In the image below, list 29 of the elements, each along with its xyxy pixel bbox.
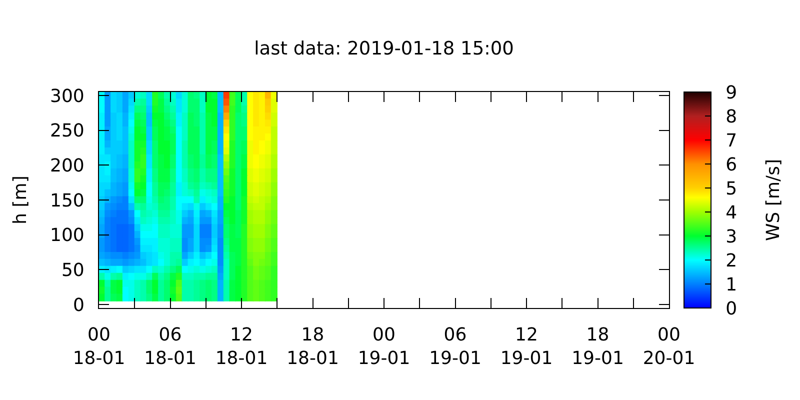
y-axis-title: h [m] — [10, 176, 32, 224]
y-tick-label: 150 — [50, 190, 84, 212]
x-tick-label: 00 18-01 — [72, 324, 126, 369]
x-tick-label: 12 18-01 — [215, 324, 268, 369]
chart-title: last data: 2019-01-18 15:00 — [254, 38, 514, 60]
y-tick-label: 300 — [50, 86, 84, 107]
color-bar-label: 0 — [726, 298, 738, 320]
color-bar-title: WS [m/s] — [763, 159, 784, 241]
x-tick-label: 00 20-01 — [642, 324, 696, 369]
color-bar-label: 1 — [726, 274, 738, 296]
color-bar-label: 9 — [726, 82, 738, 104]
y-tick-label: 200 — [50, 155, 84, 176]
y-tick-label: 250 — [50, 120, 84, 142]
y-tick-label: 100 — [50, 225, 84, 246]
y-tick-label: 50 — [61, 260, 84, 281]
color-bar-label: 4 — [726, 202, 738, 224]
color-bar-label: 7 — [726, 130, 738, 152]
color-bar-label: 3 — [726, 226, 738, 248]
color-bar-label: 6 — [726, 154, 738, 176]
x-tick-label: 06 19-01 — [429, 324, 482, 369]
color-bar-label: 5 — [726, 178, 738, 200]
x-tick-label: 12 19-01 — [500, 324, 553, 369]
x-tick-label: 18 19-01 — [572, 324, 624, 369]
y-tick-label: 0 — [72, 294, 84, 316]
color-bar-label: 2 — [726, 250, 738, 272]
x-tick-label: 18 18-01 — [286, 324, 339, 369]
color-bar-label: 8 — [726, 106, 738, 128]
x-tick-label: 00 19-01 — [358, 324, 410, 369]
x-tick-label: 06 18-01 — [144, 324, 196, 369]
